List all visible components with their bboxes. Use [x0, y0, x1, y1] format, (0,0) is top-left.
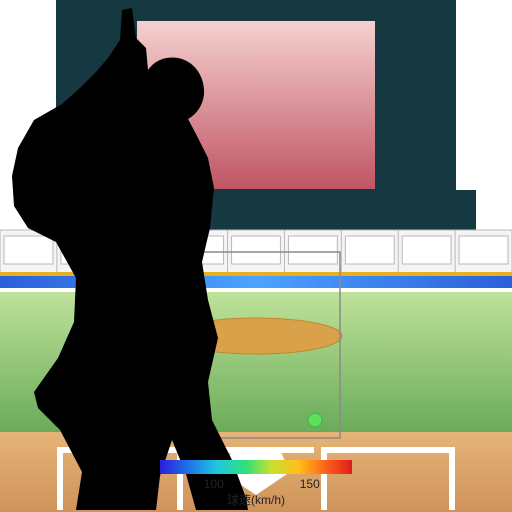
- colorbar-axis-label: 球速(km/h): [227, 493, 285, 507]
- chart-svg: 100 150 球速(km/h): [0, 0, 512, 512]
- speed-colorbar: [160, 460, 352, 474]
- stands-box: [4, 236, 53, 264]
- pitch-marker: [308, 413, 322, 427]
- stands-box: [232, 236, 281, 264]
- colorbar-tick: 100: [204, 477, 224, 491]
- stands-box: [459, 236, 508, 264]
- stands-box: [288, 236, 337, 264]
- colorbar-tick: 150: [300, 477, 320, 491]
- stands-box: [402, 236, 451, 264]
- stands-box: [345, 236, 394, 264]
- pitch-location-chart: 100 150 球速(km/h): [0, 0, 512, 512]
